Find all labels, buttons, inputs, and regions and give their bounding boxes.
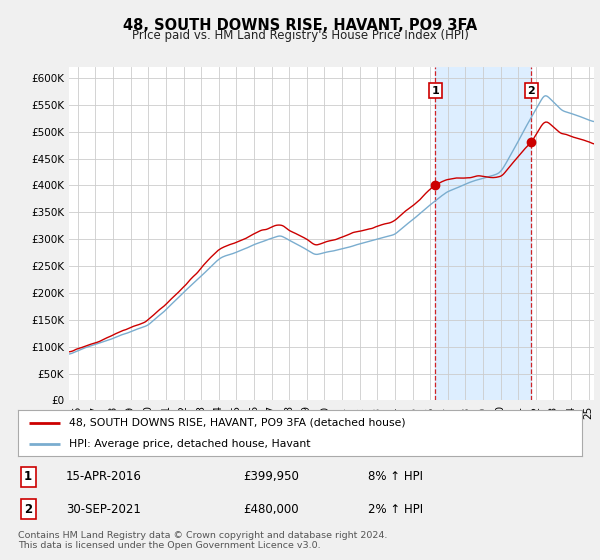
Text: 2% ↑ HPI: 2% ↑ HPI: [368, 502, 423, 516]
Text: £480,000: £480,000: [244, 502, 299, 516]
Text: 48, SOUTH DOWNS RISE, HAVANT, PO9 3FA: 48, SOUTH DOWNS RISE, HAVANT, PO9 3FA: [123, 18, 477, 33]
Text: 2: 2: [527, 86, 535, 96]
Text: HPI: Average price, detached house, Havant: HPI: Average price, detached house, Hava…: [69, 439, 310, 449]
Text: Price paid vs. HM Land Registry's House Price Index (HPI): Price paid vs. HM Land Registry's House …: [131, 29, 469, 42]
Text: 30-SEP-2021: 30-SEP-2021: [66, 502, 141, 516]
Text: 1: 1: [24, 470, 32, 483]
Text: 48, SOUTH DOWNS RISE, HAVANT, PO9 3FA (detached house): 48, SOUTH DOWNS RISE, HAVANT, PO9 3FA (d…: [69, 418, 406, 428]
Text: 8% ↑ HPI: 8% ↑ HPI: [368, 470, 422, 483]
Text: 15-APR-2016: 15-APR-2016: [66, 470, 142, 483]
Bar: [435, 67, 532, 400]
Text: 2: 2: [24, 502, 32, 516]
Text: £399,950: £399,950: [244, 470, 299, 483]
Text: Contains HM Land Registry data © Crown copyright and database right 2024.
This d: Contains HM Land Registry data © Crown c…: [18, 531, 388, 550]
Text: 1: 1: [431, 86, 439, 96]
